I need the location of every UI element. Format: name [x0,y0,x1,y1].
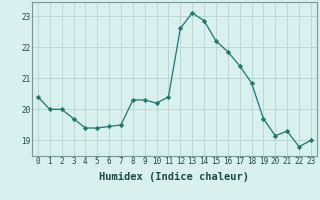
X-axis label: Humidex (Indice chaleur): Humidex (Indice chaleur) [100,172,249,182]
